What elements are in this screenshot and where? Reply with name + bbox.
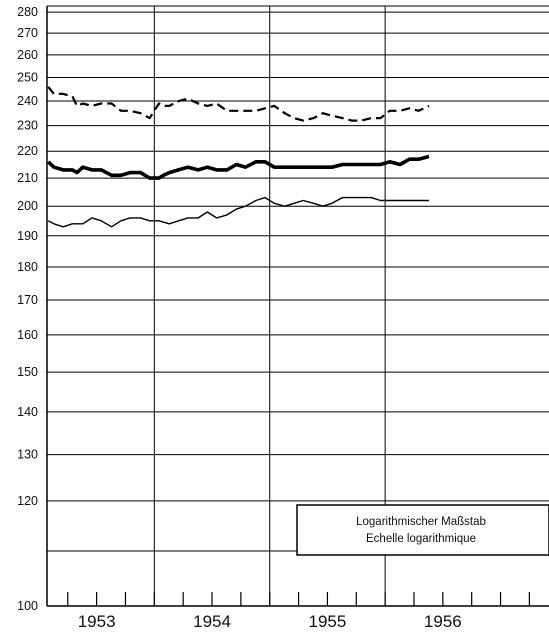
x-tick-label: 1956: [424, 612, 462, 631]
y-tick-label: 100: [17, 599, 38, 613]
y-tick-label: 220: [17, 144, 38, 158]
y-tick-label: 240: [17, 94, 38, 108]
x-axis: 1953 1954 1955 1956: [67, 592, 530, 631]
y-axis: 100 120 130 140 150 160 170 180 190 200 210 220 230 2…: [17, 5, 38, 613]
x-tick-label: 1954: [193, 612, 231, 631]
chart-lines: [46, 86, 430, 228]
y-tick-label: 270: [17, 26, 38, 40]
y-tick-label: 120: [17, 494, 38, 508]
y-tick-label: 140: [17, 405, 38, 419]
series-line-bold: [46, 154, 430, 180]
y-tick-label: 230: [17, 119, 38, 133]
y-tick-label: 130: [17, 448, 38, 462]
scale-note-frame: [296, 504, 549, 556]
y-tick-label: 170: [17, 293, 38, 307]
y-tick-label: 210: [17, 171, 38, 185]
scale-note-box: Logarithmischer Maßstab Echelle logarith…: [296, 504, 549, 556]
scale-note-line-1: Logarithmischer Maßstab: [356, 516, 486, 528]
x-tick-label: 1953: [78, 612, 116, 631]
y-tick-label: 160: [17, 328, 38, 342]
chart-grid: [46, 5, 549, 607]
scale-note-line-2: Echelle logarithmique: [366, 533, 476, 545]
y-tick-label: 280: [17, 5, 38, 19]
y-tick-label: 150: [17, 365, 38, 379]
x-tick-label: 1955: [309, 612, 347, 631]
y-tick-label: 190: [17, 229, 38, 243]
y-tick-label: 180: [17, 260, 38, 274]
y-tick-label: 250: [17, 71, 38, 85]
series-line-thin: [47, 196, 429, 228]
y-tick-label: 200: [17, 199, 38, 213]
y-tick-label: 260: [17, 48, 38, 62]
series-line-dashed: [47, 86, 430, 122]
